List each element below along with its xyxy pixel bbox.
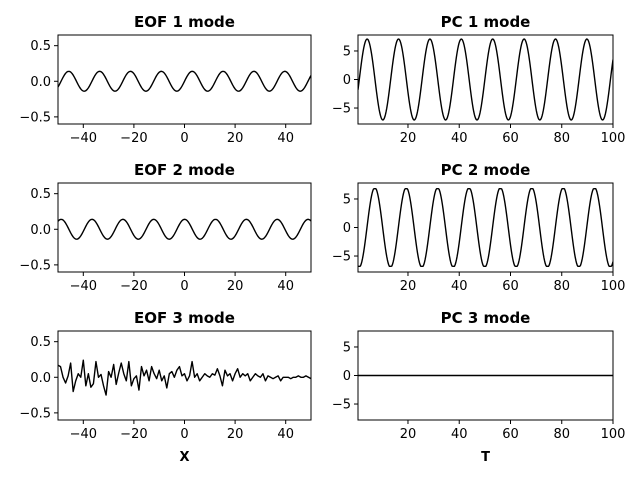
eof2-series-line	[58, 218, 311, 240]
pc1-ytick-label: 5	[343, 44, 351, 59]
eof3-xtick-label: 40	[277, 427, 294, 442]
pc2-title: PC 2 mode	[441, 161, 531, 179]
eof1-axes-frame	[57, 34, 312, 125]
eof1-xtick-label: 20	[227, 131, 244, 146]
eof3-title: EOF 3 mode	[134, 309, 235, 327]
eof3-xlabel: X	[179, 450, 189, 465]
pc1-xtick-label: 100	[601, 131, 626, 146]
eof2-ytick-label: −0.5	[19, 258, 51, 273]
pc3-panel: 20 40 60 80 100 5 0 −5 PC 3 mode T	[332, 309, 626, 465]
pc2-ytick-label: −5	[332, 250, 351, 265]
pc3-xtick-label: 80	[553, 427, 570, 442]
eof1-ytick-label: 0.5	[30, 39, 51, 54]
eof1-ytick-label: 0.0	[30, 75, 51, 90]
pc3-ytick-label: 5	[343, 340, 351, 355]
eof2-title: EOF 2 mode	[134, 161, 235, 179]
pc2-ytick-label: 0	[343, 221, 351, 236]
eof2-xtick-label: −40	[70, 279, 97, 294]
eof1-xtick-label: −40	[70, 131, 97, 146]
eof3-panel: −40 −20 0 20 40 0.5 0.0 −0.5 EOF 3 mode X	[19, 309, 312, 465]
eof3-xtick-label: −40	[70, 427, 97, 442]
pc3-xtick-label: 20	[400, 427, 417, 442]
pc1-xtick-label: 40	[451, 131, 468, 146]
eof3-xtick-label: −20	[120, 427, 147, 442]
pc2-series-line	[358, 188, 613, 267]
pc1-title: PC 1 mode	[441, 13, 531, 31]
eof3-ytick-label: 0.5	[30, 335, 51, 350]
eof3-ytick-label: −0.5	[19, 406, 51, 421]
eof1-title: EOF 1 mode	[134, 13, 235, 31]
eof2-xtick-label: −20	[120, 279, 147, 294]
pc1-xtick-label: 60	[502, 131, 519, 146]
eof2-ytick-label: 0.0	[30, 223, 51, 238]
eof2-ytick-label: 0.5	[30, 187, 51, 202]
pc3-xtick-label: 100	[601, 427, 626, 442]
eof1-xtick-label: 0	[180, 131, 188, 146]
pc2-ytick-label: 5	[343, 192, 351, 207]
pc3-xtick-label: 40	[451, 427, 468, 442]
pc1-series-line	[358, 38, 613, 121]
eof2-axes-frame	[57, 182, 312, 273]
pc2-xtick-label: 60	[502, 279, 519, 294]
pc1-xtick-label: 20	[400, 131, 417, 146]
pc3-xlabel: T	[481, 450, 490, 465]
eof1-ytick-label: −0.5	[19, 110, 51, 125]
eof2-xtick-label: 40	[277, 279, 294, 294]
pc2-xtick-label: 20	[400, 279, 417, 294]
eof1-panel: −40 −20 0 20 40 0.5 0.0 −0.5 EOF 1 mode	[19, 13, 312, 146]
pc3-title: PC 3 mode	[441, 309, 531, 327]
pc2-xtick-label: 80	[553, 279, 570, 294]
pc1-ytick-label: −5	[332, 102, 351, 117]
eof3-ytick-label: 0.0	[30, 371, 51, 386]
eof1-xtick-label: 40	[277, 131, 294, 146]
eof2-xtick-label: 0	[180, 279, 188, 294]
pc2-xtick-label: 40	[451, 279, 468, 294]
pc1-ytick-label: 0	[343, 73, 351, 88]
eof1-series-line	[58, 70, 311, 92]
pc1-panel: 20 40 60 80 100 5 0 −5 PC 1 mode	[332, 13, 626, 146]
pc1-xtick-label: 80	[553, 131, 570, 146]
pc3-ytick-label: −5	[332, 398, 351, 413]
eof2-panel: −40 −20 0 20 40 0.5 0.0 −0.5 EOF 2 mode	[19, 161, 312, 294]
pc3-ytick-label: 0	[343, 369, 351, 384]
pc2-axes-frame	[357, 182, 614, 273]
pc2-xtick-label: 100	[601, 279, 626, 294]
eof3-series-line	[58, 359, 311, 396]
eof2-xtick-label: 20	[227, 279, 244, 294]
pc3-xtick-label: 60	[502, 427, 519, 442]
pc2-panel: 20 40 60 80 100 5 0 −5 PC 2 mode	[332, 161, 626, 294]
eof1-xtick-label: −20	[120, 131, 147, 146]
eof3-xtick-label: 20	[227, 427, 244, 442]
eof3-xtick-label: 0	[180, 427, 188, 442]
